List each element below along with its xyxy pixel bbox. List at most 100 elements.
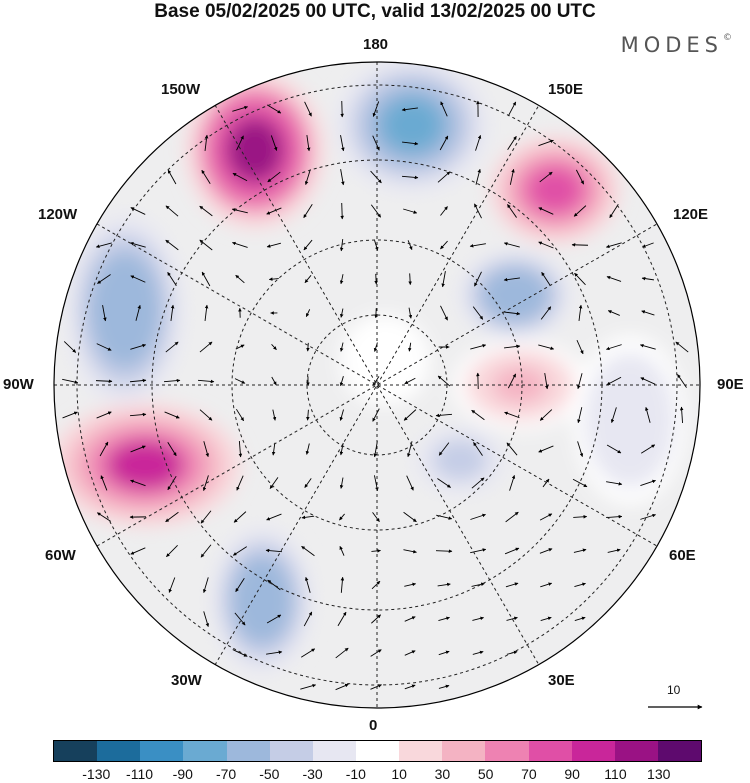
anomaly-contour bbox=[101, 271, 149, 349]
wind-arrow bbox=[606, 275, 622, 282]
wind-arrow bbox=[574, 582, 586, 588]
wind-arrow bbox=[304, 478, 312, 488]
colorbar-bin bbox=[140, 741, 184, 761]
wind-arrow bbox=[471, 582, 485, 587]
wind-arrow bbox=[403, 511, 417, 523]
colorbar-bin bbox=[485, 741, 529, 761]
wind-arrow bbox=[199, 205, 213, 217]
wind-arrow bbox=[232, 172, 248, 182]
wind-arrow bbox=[340, 576, 345, 593]
wind-arrow bbox=[339, 376, 344, 387]
wind-arrow bbox=[404, 684, 416, 690]
colorbar-bin bbox=[528, 741, 572, 761]
wind-arrow bbox=[304, 275, 312, 283]
wind-arrow bbox=[232, 649, 248, 657]
wind-arrow bbox=[340, 169, 345, 186]
wind-arrow bbox=[540, 582, 553, 588]
wind-arrow bbox=[129, 241, 146, 248]
colorbar-bin bbox=[571, 741, 615, 761]
wind-arrow bbox=[507, 135, 517, 150]
lon-label-30w: 30W bbox=[171, 672, 202, 689]
wind-arrow bbox=[165, 239, 179, 251]
wind-arrow bbox=[96, 512, 111, 522]
wind-arrow bbox=[370, 649, 382, 657]
wind-arrow bbox=[401, 107, 418, 112]
wind-arrow bbox=[199, 239, 213, 251]
wind-arrow bbox=[374, 273, 378, 285]
wind-arrow bbox=[265, 548, 283, 553]
wind-arrow bbox=[610, 407, 617, 423]
wind-arrow bbox=[266, 242, 282, 248]
anomaly-contour bbox=[528, 168, 582, 212]
wind-arrow bbox=[303, 239, 313, 251]
wind-arrow bbox=[335, 683, 349, 691]
wind-arrow bbox=[200, 544, 212, 558]
colorbar-bin bbox=[183, 741, 227, 761]
wind-arrow bbox=[102, 305, 107, 322]
colorbar-bin bbox=[657, 741, 702, 761]
wind-arrow bbox=[544, 373, 549, 390]
wind-arrow bbox=[62, 378, 79, 384]
wind-arrow bbox=[266, 104, 282, 114]
wind-arrow bbox=[578, 304, 583, 321]
wind-arrow bbox=[234, 378, 246, 384]
wind-arrow bbox=[471, 477, 485, 489]
wind-arrow bbox=[236, 135, 244, 151]
anomaly-contour bbox=[493, 367, 547, 403]
wind-arrow bbox=[401, 175, 419, 180]
wind-arrow bbox=[236, 475, 244, 491]
wind-arrow bbox=[232, 546, 247, 556]
wind-arrow bbox=[504, 344, 521, 349]
brand-mark: © bbox=[723, 33, 732, 43]
wind-arrow bbox=[305, 309, 311, 318]
wind-arrow bbox=[300, 648, 316, 658]
wind-arrow bbox=[641, 276, 654, 281]
wind-arrow bbox=[266, 207, 282, 215]
wind-arrow bbox=[130, 479, 146, 487]
wind-arrow bbox=[439, 135, 449, 151]
wind-arrow bbox=[576, 339, 584, 355]
wind-arrow bbox=[306, 342, 310, 352]
wind-arrow bbox=[130, 343, 147, 350]
wind-arrow bbox=[506, 616, 518, 621]
colorbar-tick-label: -130 bbox=[82, 766, 111, 782]
lon-label-90w: 90W bbox=[3, 376, 34, 393]
wind-arrow bbox=[300, 683, 317, 690]
wind-arrow bbox=[474, 271, 482, 287]
reference-vector-label: 10 bbox=[667, 683, 681, 697]
wind-arrow bbox=[233, 511, 247, 523]
wind-arrow bbox=[370, 204, 382, 218]
wind-arrow bbox=[301, 545, 315, 557]
colorbar-tick-label: -30 bbox=[302, 766, 323, 782]
wind-arrow bbox=[574, 272, 586, 286]
map-disc bbox=[54, 62, 700, 708]
wind-arrow bbox=[440, 305, 448, 321]
wind-arrow bbox=[641, 310, 655, 316]
wind-arrow bbox=[339, 513, 345, 521]
wind-arrow bbox=[575, 169, 585, 185]
wind-arrow bbox=[304, 576, 311, 593]
wind-arrow bbox=[408, 273, 412, 286]
wind-arrow bbox=[645, 406, 651, 423]
wind-arrow bbox=[130, 445, 146, 453]
wind-arrow bbox=[472, 306, 484, 320]
wind-arrow bbox=[640, 479, 656, 486]
lon-label-90e: 90E bbox=[717, 376, 744, 393]
wind-arrow bbox=[606, 444, 622, 454]
colorbar-tick-label: 30 bbox=[434, 766, 451, 782]
lon-label-120w: 120W bbox=[38, 206, 78, 223]
wind-arrow bbox=[304, 169, 311, 185]
wind-arrow bbox=[679, 406, 684, 424]
brand-text: MODES bbox=[620, 33, 723, 57]
wind-arrow bbox=[437, 582, 451, 587]
wind-arrow bbox=[130, 275, 146, 283]
wind-arrow bbox=[164, 411, 180, 419]
wind-arrow bbox=[201, 169, 211, 185]
wind-arrow bbox=[203, 441, 210, 458]
wind-arrow bbox=[437, 375, 451, 387]
wind-arrow bbox=[403, 409, 417, 421]
wind-arrow bbox=[509, 168, 515, 185]
wind-arrow bbox=[538, 207, 554, 215]
wind-arrow bbox=[440, 206, 448, 216]
